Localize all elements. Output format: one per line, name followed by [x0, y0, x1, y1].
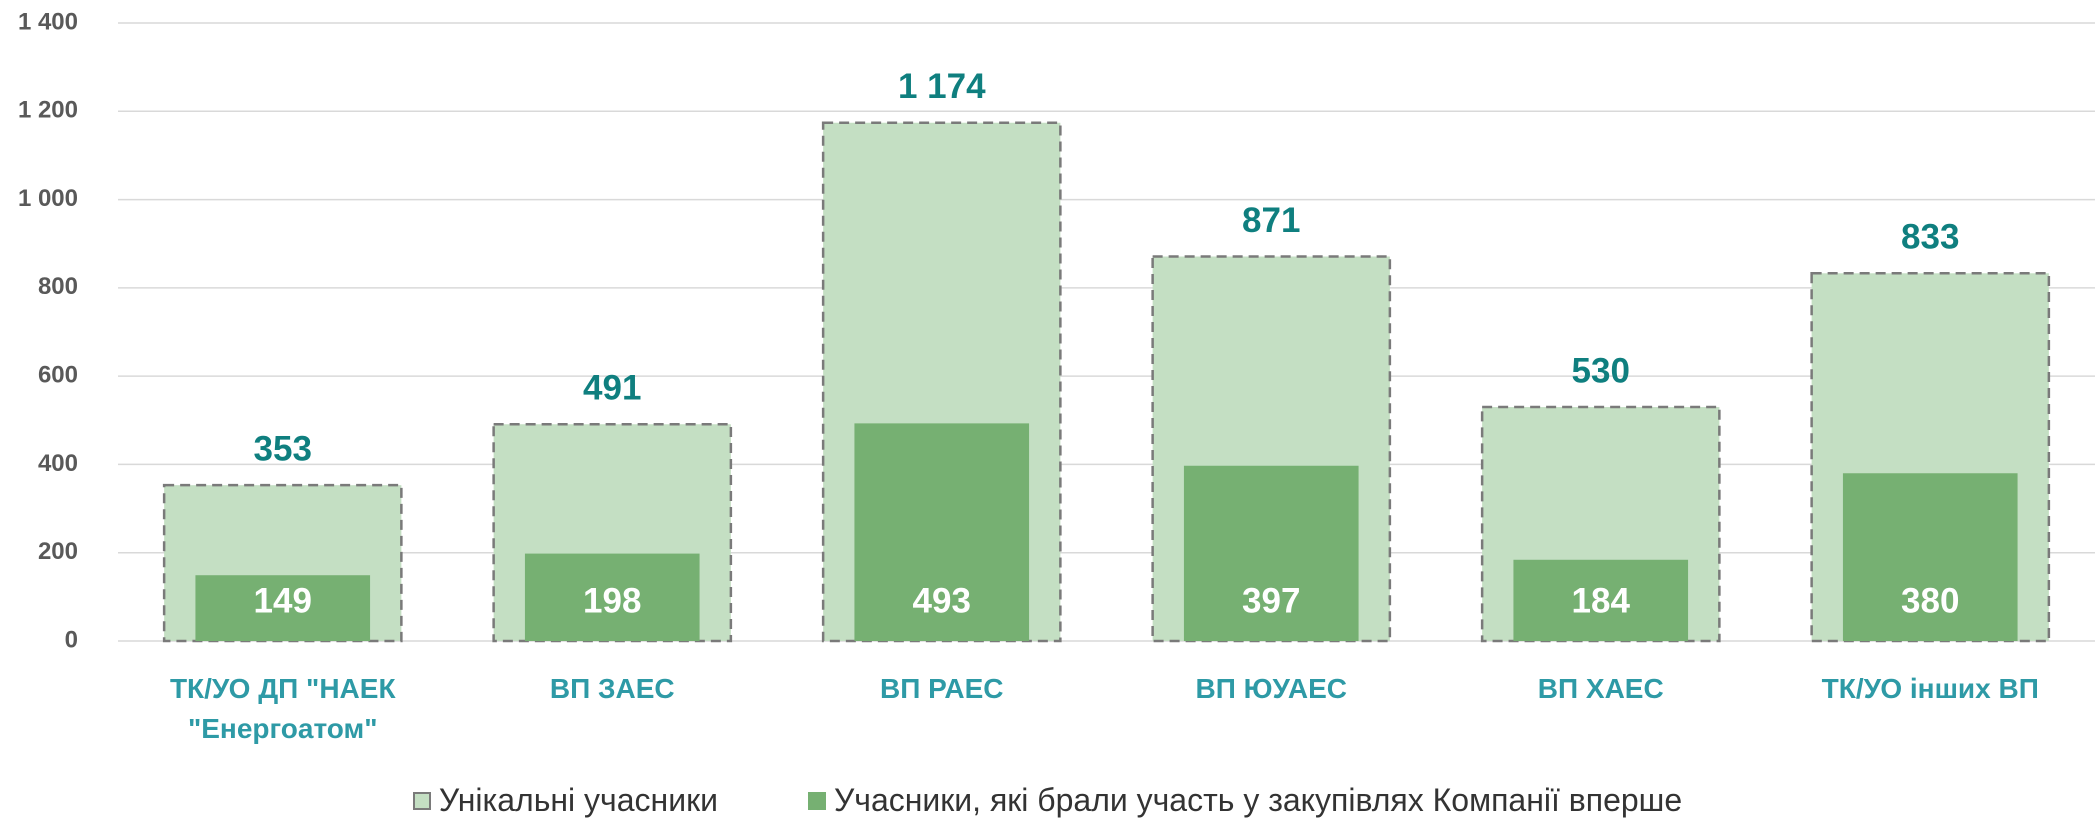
value-label: 833 — [1901, 218, 1959, 257]
y-tick-label: 1 400 — [18, 8, 78, 35]
bar — [1183, 465, 1359, 641]
x-tick-label: ВП РАЕС — [880, 673, 1004, 704]
bar — [1842, 473, 2018, 641]
legend: Унікальні учасники Учасники, які брали уч… — [0, 782, 2095, 819]
y-tick-label: 600 — [38, 361, 78, 388]
value-label: 380 — [1901, 581, 1959, 620]
y-tick-label: 0 — [65, 626, 78, 653]
y-tick-label: 200 — [38, 538, 78, 565]
value-label: 353 — [254, 429, 312, 468]
value-label: 493 — [913, 581, 971, 620]
y-tick-label: 1 000 — [18, 185, 78, 212]
value-label: 491 — [583, 369, 641, 408]
x-tick-label: ВП ХАЕС — [1537, 673, 1664, 704]
x-tick-label: ТК/УО інших ВП — [1821, 673, 2039, 704]
legend-swatch — [807, 791, 826, 810]
legend-item: Унікальні учасники — [412, 782, 718, 819]
bar — [854, 423, 1030, 641]
legend-swatch — [412, 791, 431, 810]
x-tick-label: ТК/УО ДП "НАЕК "Енергоатом" — [169, 673, 396, 744]
legend-label: Учасники, які брали участь у закупівлях … — [833, 782, 1683, 818]
legend-label: Унікальні учасники — [438, 782, 718, 818]
x-tick-label: ВП ЗАЕС — [549, 673, 675, 704]
bar — [1513, 559, 1689, 641]
value-label: 1 174 — [898, 67, 986, 106]
y-tick-label: 400 — [38, 450, 78, 477]
value-label: 871 — [1242, 201, 1300, 240]
plot: 0 200 400 600 800 1 000 1 200 1 400 353 149 491 198… — [18, 8, 2095, 653]
bar — [524, 553, 700, 641]
y-tick-label: 1 200 — [18, 97, 78, 124]
y-tick-label: 800 — [38, 273, 78, 300]
x-tick-label: ВП ЮУАЕС — [1195, 673, 1347, 704]
value-label: 198 — [583, 581, 641, 620]
legend-item: Учасники, які брали участь у закупівлях … — [807, 782, 1683, 819]
bar — [195, 575, 371, 641]
value-label: 397 — [1242, 581, 1300, 620]
value-label: 184 — [1572, 581, 1631, 620]
value-label: 149 — [254, 581, 312, 620]
value-label: 530 — [1572, 351, 1630, 390]
